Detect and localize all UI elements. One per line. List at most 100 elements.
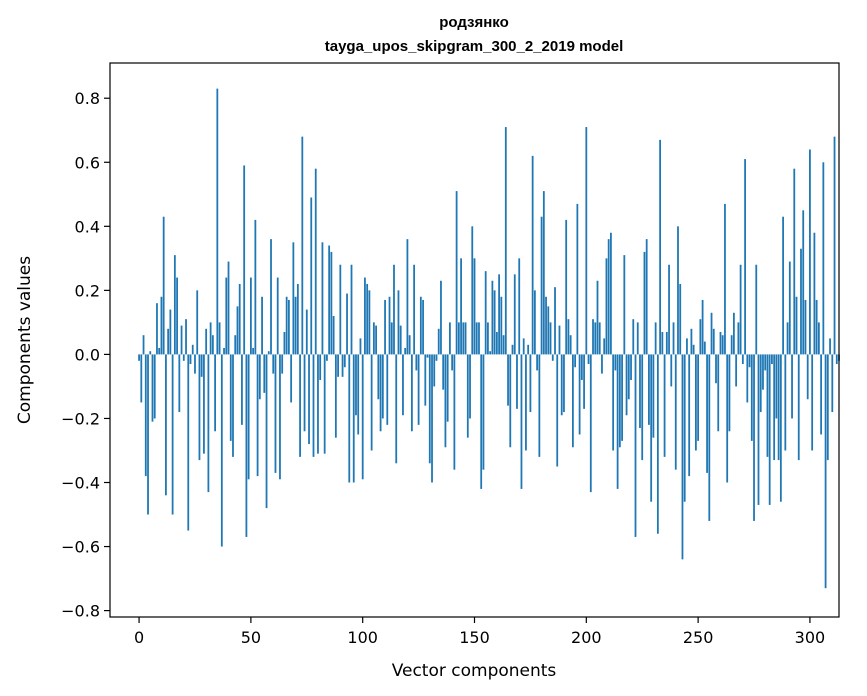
bar-33: [211, 335, 214, 355]
bar-280: [764, 354, 767, 371]
y-tick-label: 0.6: [75, 153, 100, 172]
bar-260: [719, 331, 722, 355]
bar-270: [741, 354, 744, 365]
bar-60: [272, 354, 275, 374]
bar-28: [200, 354, 203, 377]
bar-76: [308, 354, 310, 445]
bar-163: [502, 335, 505, 355]
x-tick-label: 0: [134, 628, 144, 647]
bar-283: [771, 354, 773, 365]
bar-303: [815, 299, 818, 355]
bar-223: [636, 322, 639, 355]
bar-172: [522, 338, 525, 355]
bar-277: [757, 354, 760, 505]
bar-6: [151, 354, 154, 422]
bar-107: [377, 354, 380, 400]
bar-8: [156, 303, 158, 355]
bar-301: [811, 354, 814, 451]
bar-85: [328, 245, 331, 355]
bar-104: [370, 354, 373, 451]
bar-180: [540, 216, 543, 355]
bar-139: [449, 322, 451, 355]
bar-58: [267, 351, 270, 355]
bar-193: [569, 335, 572, 355]
bar-90: [339, 264, 342, 355]
bar-39: [225, 277, 228, 355]
bar-222: [634, 354, 637, 537]
bar-271: [744, 159, 746, 355]
bar-115: [395, 354, 398, 464]
bar-310: [831, 354, 834, 413]
bar-224: [639, 354, 641, 429]
bar-79: [314, 168, 317, 355]
bar-236: [665, 331, 668, 355]
bar-110: [384, 299, 386, 355]
bar-122: [410, 354, 413, 432]
bar-150: [473, 258, 476, 355]
bar-148: [469, 354, 471, 419]
bar-272: [746, 354, 749, 403]
bar-267: [735, 354, 738, 387]
bar-181: [542, 191, 545, 355]
bar-215: [618, 354, 621, 448]
bar-188: [558, 325, 561, 355]
bar-118: [402, 354, 404, 416]
bar-124: [415, 354, 418, 371]
bar-287: [779, 354, 782, 502]
bar-108: [379, 354, 382, 432]
bar-35: [216, 88, 219, 355]
bar-202: [589, 354, 592, 493]
bar-168: [513, 274, 516, 355]
bar-26: [196, 290, 199, 355]
bar-309: [829, 338, 831, 355]
bar-16: [173, 255, 176, 355]
bar-250: [697, 354, 700, 441]
bar-298: [804, 299, 807, 355]
bar-206: [598, 322, 601, 355]
y-tick-label: −0.6: [61, 538, 100, 557]
bar-54: [258, 354, 261, 400]
bar-36: [218, 322, 221, 355]
bar-113: [390, 322, 393, 355]
bar-137: [444, 354, 447, 448]
bar-45: [238, 283, 241, 355]
bar-300: [809, 149, 811, 355]
bar-144: [460, 258, 462, 355]
bar-285: [775, 354, 778, 419]
bar-18: [178, 354, 181, 413]
bar-258: [715, 354, 717, 384]
bar-134: [437, 328, 440, 355]
bar-273: [748, 354, 751, 368]
x-tick-label: 100: [347, 628, 378, 647]
bar-44: [236, 306, 239, 355]
bar-308: [826, 354, 829, 461]
y-tick-label: 0.2: [75, 281, 100, 300]
bar-305: [820, 354, 823, 435]
bar-49: [247, 354, 250, 480]
bar-86: [330, 251, 333, 355]
bar-117: [399, 325, 402, 355]
bar-219: [627, 354, 630, 400]
bar-158: [491, 280, 494, 355]
bar-12: [165, 354, 167, 496]
bar-282: [768, 354, 771, 505]
bar-135: [440, 280, 442, 355]
bar-83: [323, 354, 326, 454]
bar-192: [567, 319, 570, 355]
bar-62: [276, 277, 279, 355]
bar-111: [386, 354, 389, 425]
bar-167: [511, 344, 514, 355]
bar-66: [285, 296, 288, 355]
bar-146: [464, 322, 467, 355]
bar-204: [594, 322, 597, 355]
bar-276: [755, 264, 758, 355]
bar-231: [654, 322, 657, 355]
bar-175: [529, 354, 532, 413]
x-axis-label: Vector components: [392, 661, 557, 681]
bar-51: [252, 348, 255, 355]
x-tick-label: 150: [459, 628, 490, 647]
bar-230: [652, 354, 655, 438]
chart-title: родзянко: [439, 14, 509, 31]
bar-190: [563, 354, 565, 413]
bar-131: [431, 354, 433, 483]
